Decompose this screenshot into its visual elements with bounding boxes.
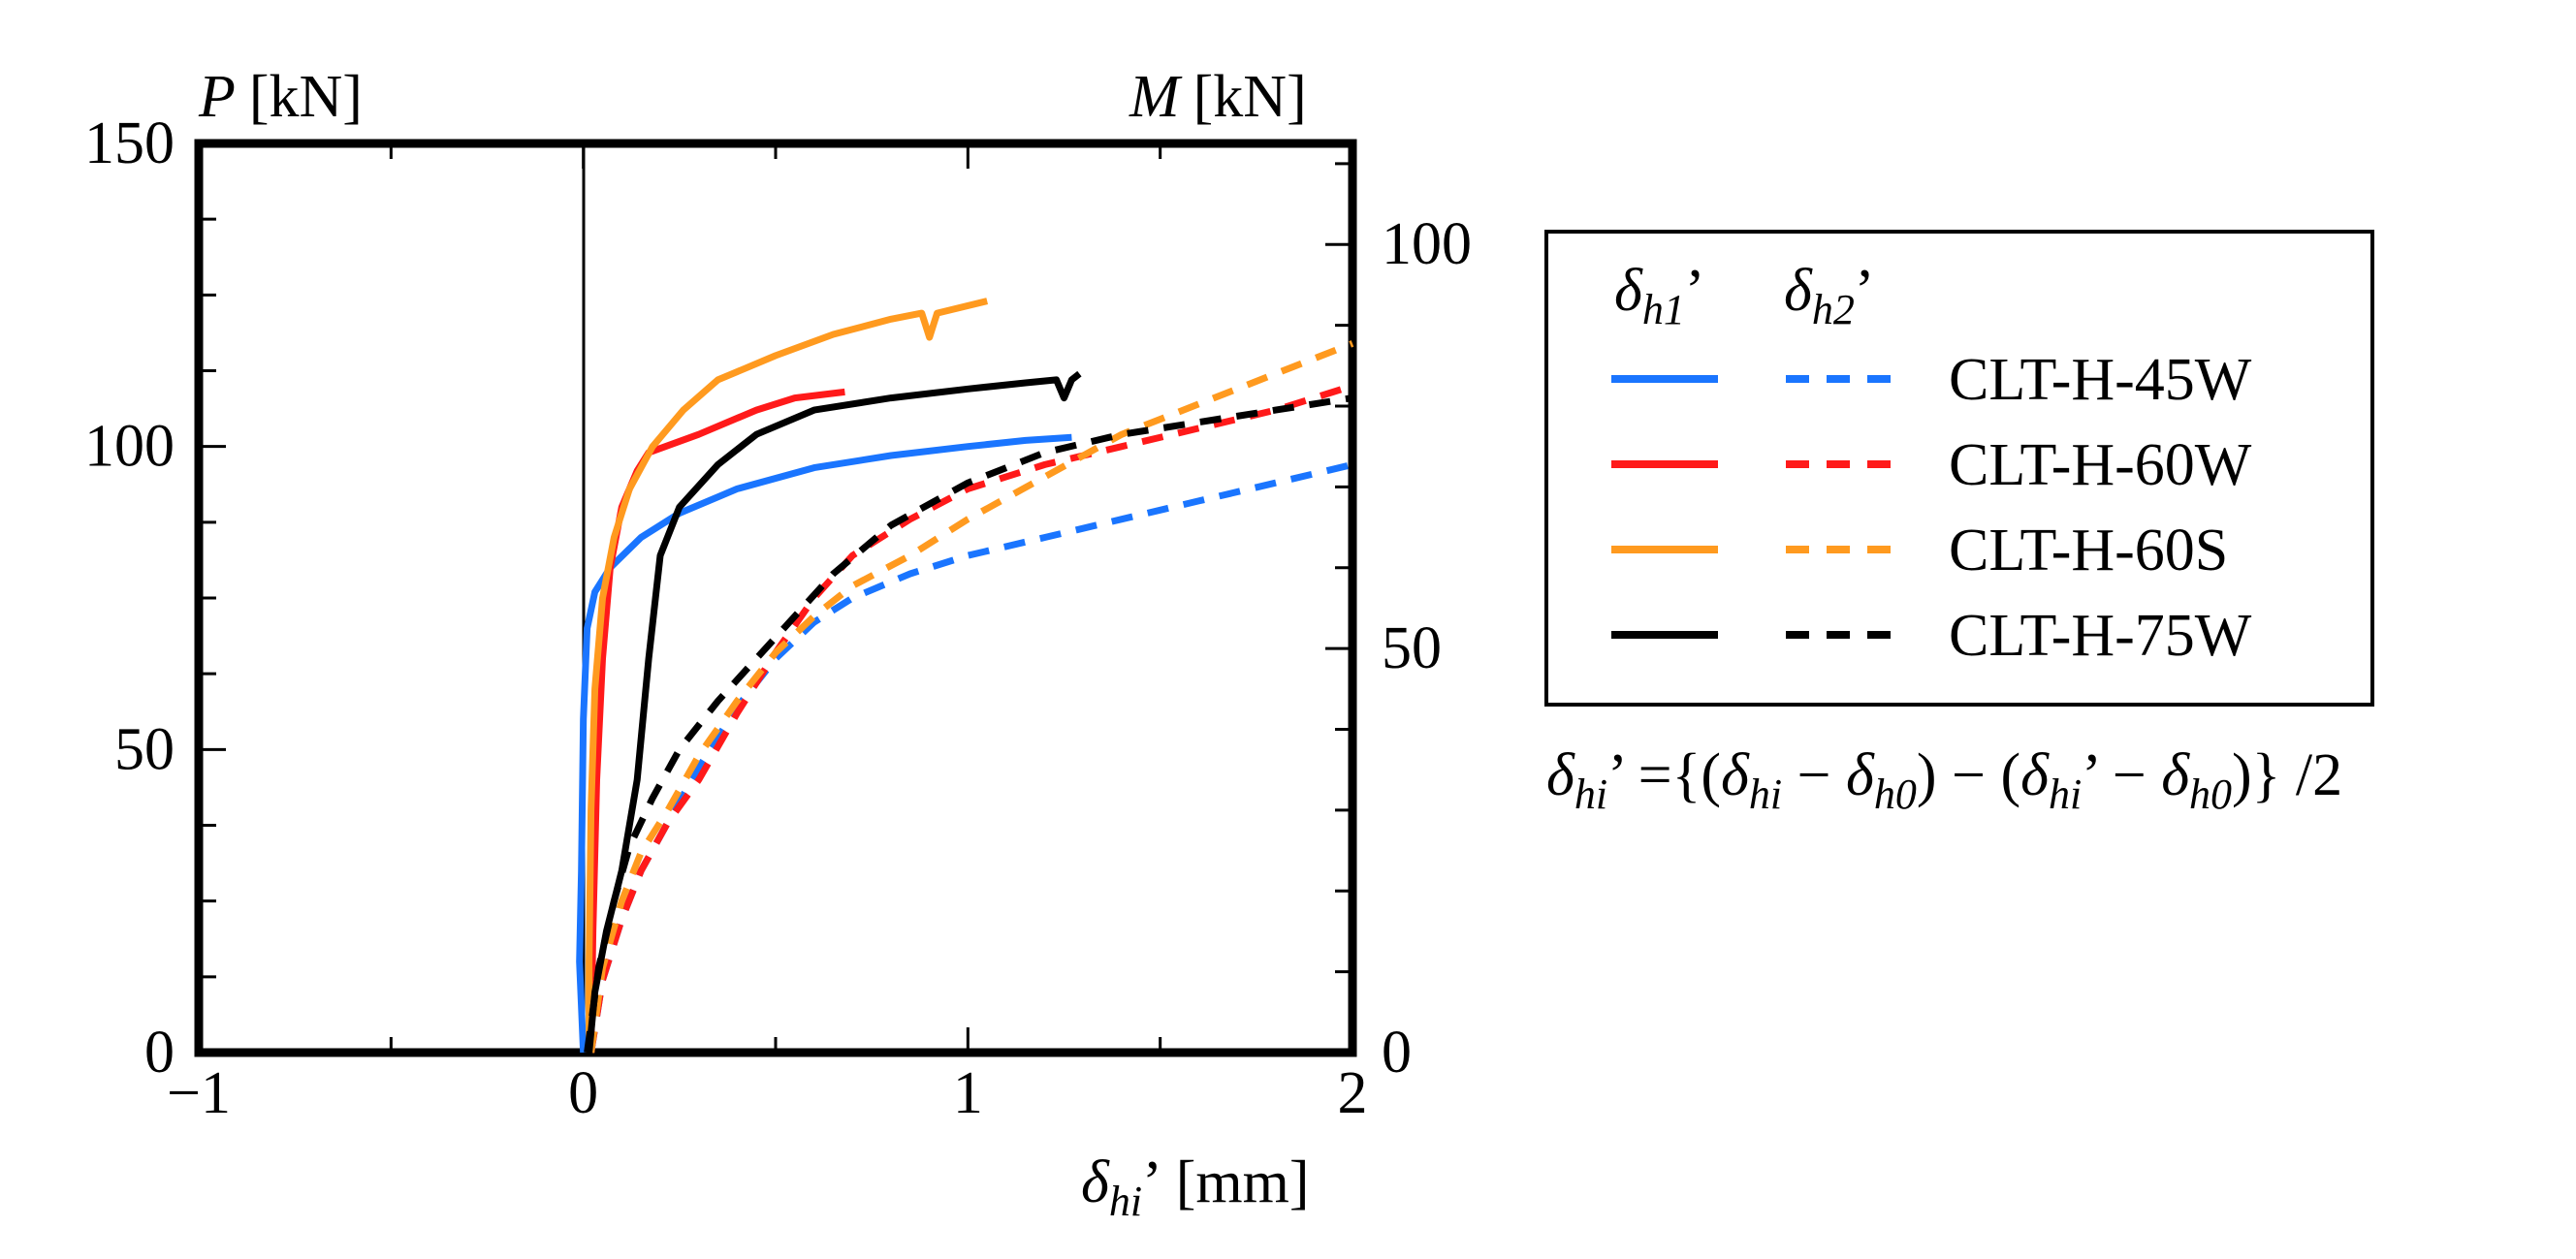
series-line	[588, 340, 1354, 1054]
y-right-tick-label: 0	[1382, 1020, 1412, 1086]
tick-marks	[197, 142, 1354, 1054]
plot-frame	[194, 139, 1357, 1057]
legend-header-dh1: δh1’	[1614, 258, 1704, 333]
legend-entries: CLT-H-45W CLT-H-60W CLT-H-60S CLT-H-75W	[1611, 347, 2252, 669]
x-axis-title: δhi’ [mm]	[1081, 1149, 1309, 1225]
legend-label: CLT-H-75W	[1949, 603, 2252, 669]
data-series	[576, 298, 1354, 1054]
series-line	[586, 298, 989, 1053]
y-right-tick-label: 50	[1382, 615, 1442, 681]
series-line	[586, 370, 1082, 1054]
y-left-tick-label: 50	[114, 716, 175, 782]
y-right-axis-title: M [kN]	[1129, 64, 1307, 130]
y-right-tick-label: 100	[1382, 211, 1472, 277]
x-tick-label: 0	[568, 1060, 598, 1126]
series-line	[576, 433, 1072, 1054]
legend-header-dh2: δh2’	[1784, 258, 1874, 333]
series-line	[584, 394, 1353, 1054]
series-line	[588, 460, 1353, 1054]
x-tick-label: −1	[167, 1060, 231, 1126]
legend-label: CLT-H-60S	[1949, 518, 2228, 583]
formula: δhi’ ={(δhi − δh0) − (δhi’ − δh0)} /2	[1546, 742, 2342, 818]
series-line	[588, 382, 1354, 1054]
legend-box	[1544, 230, 2374, 707]
legend-label: CLT-H-60W	[1949, 432, 2252, 498]
y-left-tick-label: 0	[144, 1020, 175, 1086]
legend-label: CLT-H-45W	[1949, 347, 2252, 413]
y-left-tick-label: 150	[84, 110, 175, 176]
x-tick-label: 2	[1338, 1060, 1368, 1126]
y-left-tick-label: 100	[84, 414, 175, 480]
x-tick-label: 1	[953, 1060, 983, 1126]
plot-area	[194, 139, 1357, 1057]
legend: δh1’ δh2’ CLT-H-45WCLT-H-60WCLT-H-60SCLT…	[1544, 230, 2374, 707]
y-left-axis-title: P [kN]	[198, 64, 363, 130]
